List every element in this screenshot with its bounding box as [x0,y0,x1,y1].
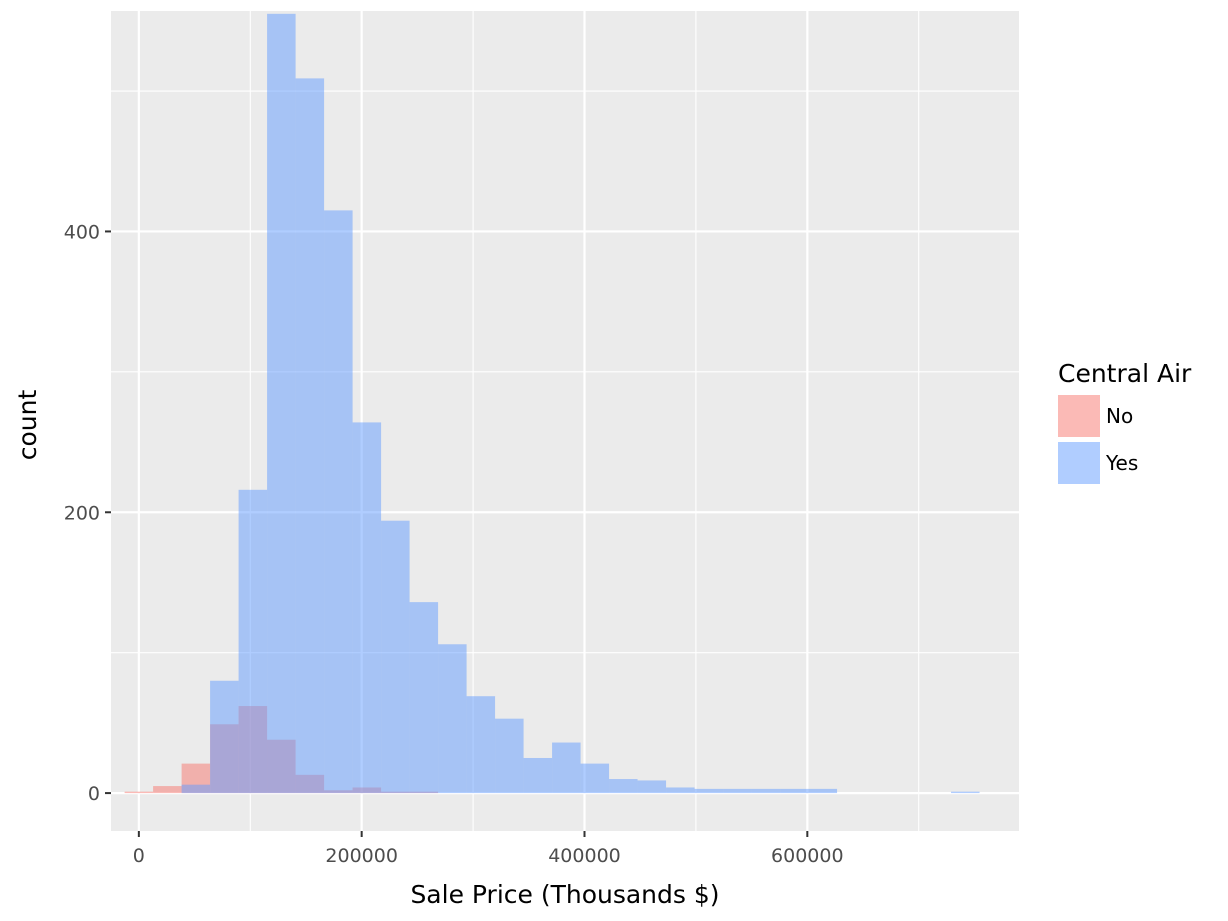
bar-yes [210,680,239,794]
bar-yes [580,763,610,794]
bar-yes [523,757,553,794]
x-tick-label: 0 [133,845,145,867]
bar-yes [466,696,496,794]
y-tick-label: 200 [64,502,100,524]
bar-yes [295,78,325,794]
bar-yes [552,742,581,794]
bar-yes [637,780,667,794]
bar-yes [381,520,410,794]
grid-minor [111,11,1019,831]
bar-yes [352,422,382,794]
y-axis-title: count [13,390,42,461]
bar-no [153,786,182,794]
bar-no [124,791,154,794]
bars-yes-series [181,13,980,794]
bar-yes [666,787,695,794]
bar-yes [267,13,296,794]
y-tick-label: 400 [64,221,100,243]
bar-yes [438,644,467,794]
x-axis-ticks: 0 200000 400000 600000 [133,831,844,867]
bar-yes [238,489,268,794]
legend-label-yes: Yes [1105,451,1138,475]
bar-yes [324,210,353,794]
y-axis-ticks: 0 200 400 [64,221,111,805]
bar-yes [808,788,838,794]
bar-yes [181,784,211,794]
y-tick-label: 0 [88,783,100,805]
grid-major [111,11,1019,831]
bar-yes [495,718,524,794]
x-axis-title: Sale Price (Thousands $) [410,880,719,909]
legend-label-no: No [1106,404,1133,428]
bar-yes [951,791,980,794]
bar-yes [751,788,781,794]
bar-yes [609,779,638,794]
x-tick-label: 200000 [325,845,398,867]
bar-yes [780,788,809,794]
legend-key-yes [1058,442,1100,484]
bar-yes [723,788,752,794]
x-tick-label: 400000 [548,845,621,867]
legend-key-no [1058,395,1100,437]
legend-title: Central Air [1058,359,1192,388]
x-tick-label: 600000 [771,845,844,867]
legend: Central Air No Yes [1058,359,1192,484]
bar-yes [694,788,724,794]
bar-yes [409,602,439,794]
